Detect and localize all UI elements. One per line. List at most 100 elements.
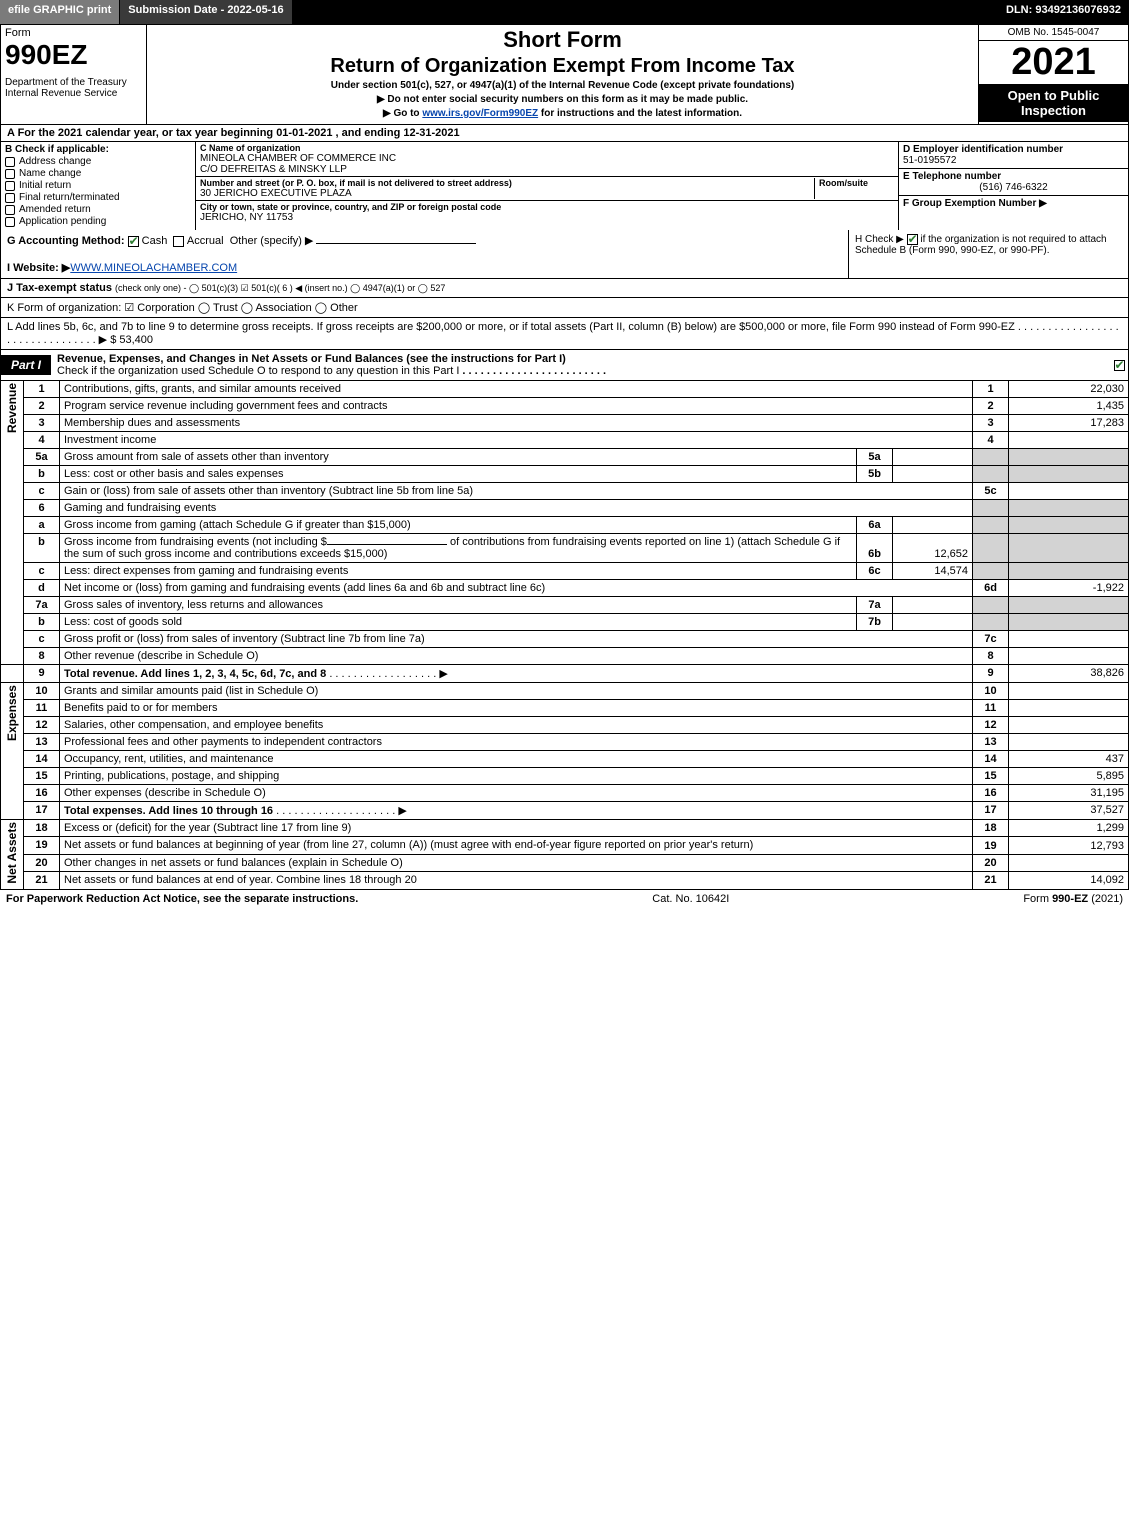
line-6-rval-shade — [1009, 500, 1129, 517]
lbl-amended-return: Amended return — [19, 204, 91, 215]
ein: 51-0195572 — [903, 155, 1124, 166]
line-6a-rval-shade — [1009, 517, 1129, 534]
line-7c-rnum: 7c — [973, 631, 1009, 648]
lbl-initial-return: Initial return — [19, 180, 71, 191]
short-form-title: Short Form — [151, 27, 974, 53]
chk-accrual[interactable] — [173, 236, 184, 247]
form-header: Form 990EZ Department of the Treasury In… — [0, 24, 1129, 125]
return-title: Return of Organization Exempt From Incom… — [151, 55, 974, 78]
ein-label: D Employer identification number — [903, 144, 1124, 155]
line-2-val: 1,435 — [1009, 398, 1129, 415]
part1-sub: Check if the organization used Schedule … — [57, 365, 459, 377]
line-8-val — [1009, 648, 1129, 665]
line-18-rnum: 18 — [973, 820, 1009, 837]
line-17-rnum: 17 — [973, 802, 1009, 820]
row-k-form-org: K Form of organization: ☑ Corporation ◯ … — [0, 298, 1129, 318]
line-5b-rnum-shade — [973, 466, 1009, 483]
row-l-gross-receipts: L Add lines 5b, 6c, and 7b to line 9 to … — [0, 318, 1129, 350]
line-8-rnum: 8 — [973, 648, 1009, 665]
line-3-num: 3 — [24, 415, 60, 432]
room-label: Room/suite — [819, 178, 894, 188]
line-8-num: 8 — [24, 648, 60, 665]
efile-print-button[interactable]: efile GRAPHIC print — [0, 0, 120, 24]
line-6b-inum: 6b — [857, 534, 893, 563]
line-6-desc: Gaming and fundraising events — [60, 500, 973, 517]
telephone: (516) 746-6322 — [903, 182, 1124, 193]
lbl-final-return: Final return/terminated — [19, 192, 120, 203]
part1-header: Part I Revenue, Expenses, and Changes in… — [0, 350, 1129, 381]
lbl-application-pending: Application pending — [19, 216, 106, 227]
line-7b-num: b — [24, 614, 60, 631]
dln: DLN: 93492136076932 — [998, 0, 1129, 24]
line-4-desc: Investment income — [60, 432, 973, 449]
line-16-val: 31,195 — [1009, 785, 1129, 802]
line-9-desc: Total revenue. Add lines 1, 2, 3, 4, 5c,… — [60, 665, 973, 683]
part1-table: Revenue 1 Contributions, gifts, grants, … — [0, 381, 1129, 890]
form-number: 990EZ — [5, 39, 142, 71]
instr-goto-pre: ▶ Go to — [383, 108, 422, 119]
col-d-ids: D Employer identification number 51-0195… — [898, 142, 1128, 230]
irs-link[interactable]: www.irs.gov/Form990EZ — [422, 108, 538, 119]
lbl-accrual: Accrual — [187, 235, 224, 247]
line-4-rnum: 4 — [973, 432, 1009, 449]
line-21-rnum: 21 — [973, 872, 1009, 889]
section-bcd: B Check if applicable: Address change Na… — [0, 142, 1129, 230]
chk-name-change[interactable] — [5, 169, 15, 179]
line-6b-desc: Gross income from fundraising events (no… — [60, 534, 857, 563]
line-5c-val — [1009, 483, 1129, 500]
line-6c-ival: 14,574 — [893, 563, 973, 580]
line-1-val: 22,030 — [1009, 381, 1129, 398]
line-6c-rnum-shade — [973, 563, 1009, 580]
line-6d-rnum: 6d — [973, 580, 1009, 597]
line-6d-val: -1,922 — [1009, 580, 1129, 597]
line-6b-num: b — [24, 534, 60, 563]
chk-application-pending[interactable] — [5, 217, 15, 227]
line-14-desc: Occupancy, rent, utilities, and maintena… — [60, 751, 973, 768]
footer-cat: Cat. No. 10642I — [652, 893, 729, 905]
line-4-val — [1009, 432, 1129, 449]
line-7a-desc: Gross sales of inventory, less returns a… — [60, 597, 857, 614]
line-13-desc: Professional fees and other payments to … — [60, 734, 973, 751]
line-6c-inum: 6c — [857, 563, 893, 580]
line-6a-ival — [893, 517, 973, 534]
chk-schedule-o[interactable] — [1114, 360, 1125, 371]
form-word: Form — [5, 27, 142, 39]
website-label: I Website: ▶ — [7, 262, 70, 274]
part1-title: Revenue, Expenses, and Changes in Net As… — [57, 353, 566, 365]
line-3-desc: Membership dues and assessments — [60, 415, 973, 432]
line-1-rnum: 1 — [973, 381, 1009, 398]
chk-initial-return[interactable] — [5, 181, 15, 191]
line-14-rnum: 14 — [973, 751, 1009, 768]
chk-cash[interactable] — [128, 236, 139, 247]
line-13-num: 13 — [24, 734, 60, 751]
line-5b-inum: 5b — [857, 466, 893, 483]
line-11-val — [1009, 700, 1129, 717]
line-13-rnum: 13 — [973, 734, 1009, 751]
line-6c-num: c — [24, 563, 60, 580]
j-label: J Tax-exempt status — [7, 282, 112, 294]
footer: For Paperwork Reduction Act Notice, see … — [0, 890, 1129, 908]
col-b-header: B Check if applicable: — [5, 144, 191, 155]
lbl-name-change: Name change — [19, 168, 81, 179]
line-6-num: 6 — [24, 500, 60, 517]
chk-amended-return[interactable] — [5, 205, 15, 215]
chk-final-return[interactable] — [5, 193, 15, 203]
footer-right: Form 990-EZ (2021) — [1023, 893, 1123, 905]
group-exemption-label: F Group Exemption Number ▶ — [903, 198, 1124, 209]
line-7b-rval-shade — [1009, 614, 1129, 631]
chk-address-change[interactable] — [5, 157, 15, 167]
line-6a-inum: 6a — [857, 517, 893, 534]
line-1-num: 1 — [24, 381, 60, 398]
other-specify-input[interactable] — [316, 243, 476, 244]
line-20-desc: Other changes in net assets or fund bala… — [60, 854, 973, 871]
line-10-rnum: 10 — [973, 683, 1009, 700]
chk-schedule-b[interactable] — [907, 234, 918, 245]
line-6b-blank[interactable] — [327, 544, 447, 545]
website-link[interactable]: WWW.MINEOLACHAMBER.COM — [70, 262, 237, 274]
submission-date: Submission Date - 2022-05-16 — [120, 0, 292, 24]
footer-left: For Paperwork Reduction Act Notice, see … — [6, 893, 358, 905]
line-20-rnum: 20 — [973, 854, 1009, 871]
line-12-val — [1009, 717, 1129, 734]
line-14-val: 437 — [1009, 751, 1129, 768]
line-19-num: 19 — [24, 837, 60, 854]
